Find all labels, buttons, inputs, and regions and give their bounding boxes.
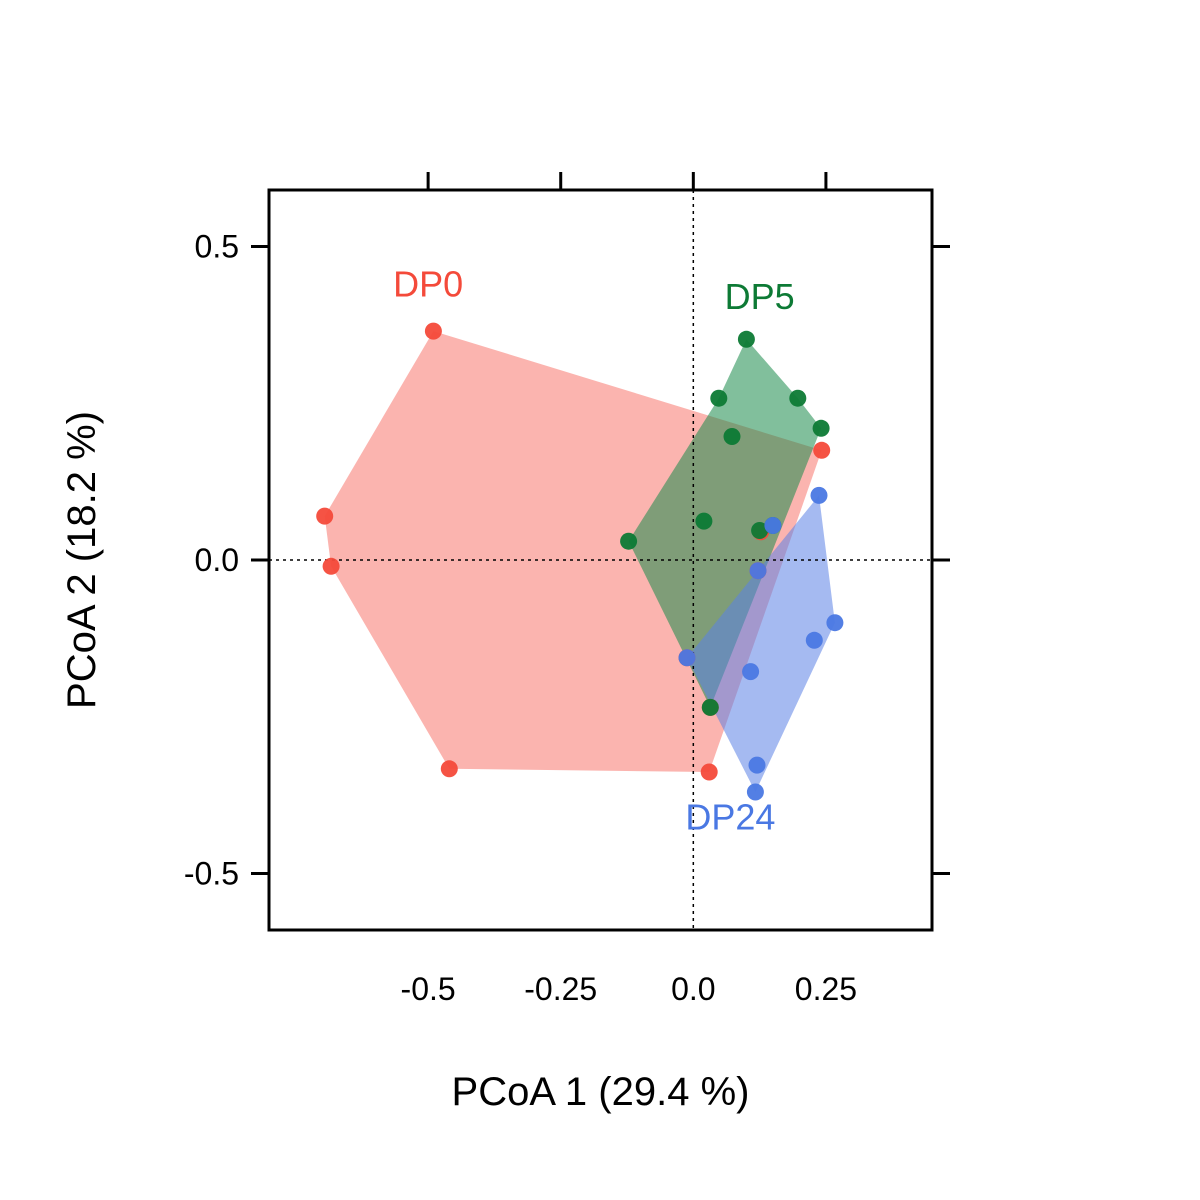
point-dp24-4 <box>742 663 760 681</box>
point-dp5-4 <box>812 419 830 437</box>
point-dp24-1 <box>810 486 828 504</box>
point-dp0-4 <box>440 760 458 778</box>
point-dp24-6 <box>746 783 764 801</box>
point-dp24-8 <box>749 562 767 580</box>
point-dp5-5 <box>723 428 741 445</box>
hull-dp5 <box>628 339 822 708</box>
y-tick-label: 0.5 <box>195 228 239 264</box>
label-dp24: DP24 <box>685 797 775 838</box>
hull-dp24 <box>687 495 835 792</box>
x-tick-label: -0.25 <box>524 971 597 1007</box>
point-dp24-3 <box>805 631 823 649</box>
point-dp24-9 <box>678 649 696 667</box>
point-dp5-6 <box>695 512 713 530</box>
y-tick-label: -0.5 <box>184 856 239 892</box>
point-dp0-6 <box>813 441 831 459</box>
point-dp5-3 <box>789 389 807 407</box>
x-tick-label: -0.5 <box>401 971 456 1007</box>
points-layer <box>316 322 844 801</box>
y-axis-title: PCoA 2 (18.2 %) <box>60 411 104 709</box>
y-tick-label: 0.0 <box>195 542 239 578</box>
point-dp24-7 <box>764 517 782 534</box>
label-dp5: DP5 <box>725 276 795 317</box>
point-dp24-5 <box>748 756 766 774</box>
point-dp24-2 <box>826 614 844 632</box>
point-dp5-10 <box>701 698 719 716</box>
group-labels: DP0 DP5 DP24 <box>393 264 795 838</box>
x-tick-label: 0.25 <box>795 971 857 1007</box>
point-dp0-1 <box>424 322 442 340</box>
hull-layer <box>324 331 835 792</box>
point-dp0-5 <box>700 763 718 781</box>
x-tick-label: 0.0 <box>671 971 715 1007</box>
point-dp5-9 <box>751 522 769 539</box>
x-axis-title: PCoA 1 (29.4 %) <box>452 1070 750 1114</box>
axes: -0.5 -0.25 0.0 0.25 0.5 0.0 -0.5 <box>184 172 950 1007</box>
point-dp5-8 <box>620 532 638 550</box>
point-dp0-2 <box>316 507 334 525</box>
point-dp0-3 <box>322 557 340 575</box>
reference-lines <box>269 190 932 930</box>
point-dp5-1 <box>737 330 755 348</box>
label-dp0: DP0 <box>393 264 463 305</box>
point-dp5-2 <box>710 389 728 407</box>
